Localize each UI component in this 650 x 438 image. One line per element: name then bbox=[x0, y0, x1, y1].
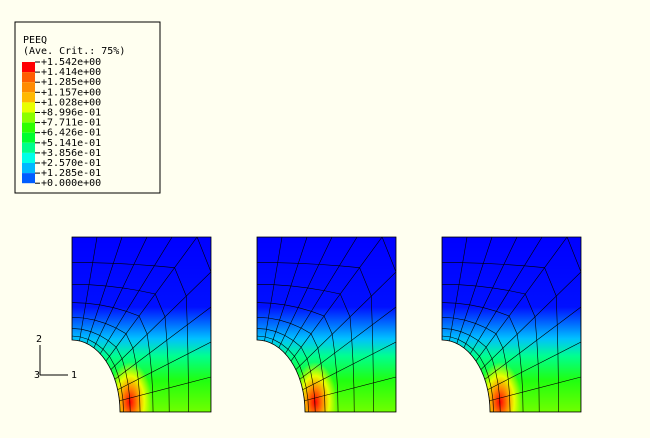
legend-band bbox=[22, 102, 35, 113]
legend-band bbox=[22, 132, 35, 143]
legend-label: +0.000e+00 bbox=[41, 178, 101, 189]
legend-label: +2.570e-01 bbox=[41, 158, 101, 169]
legend-band bbox=[22, 82, 35, 93]
model-view bbox=[442, 237, 581, 438]
legend-label: +6.426e-01 bbox=[41, 128, 101, 139]
legend-band bbox=[22, 92, 35, 103]
triad-label: 1 bbox=[71, 370, 77, 381]
legend-label: +1.414e+00 bbox=[41, 67, 101, 78]
legend-label: +1.157e+00 bbox=[41, 87, 101, 98]
legend-band bbox=[22, 142, 35, 153]
legend: +1.542e+00+1.414e+00+1.285e+00+1.157e+00… bbox=[22, 57, 101, 189]
legend-box bbox=[14, 21, 161, 194]
legend-band bbox=[22, 112, 35, 123]
legend-label: +1.542e+00 bbox=[41, 57, 101, 68]
legend-label: +7.711e-01 bbox=[41, 118, 101, 129]
legend-band bbox=[22, 163, 35, 174]
triad-label: 2 bbox=[36, 334, 42, 345]
legend-subtitle: (Ave. Crit.: 75%) bbox=[23, 46, 125, 57]
legend-label: +1.285e-01 bbox=[41, 168, 101, 179]
legend-label: +1.285e+00 bbox=[41, 77, 101, 88]
model-view bbox=[72, 237, 211, 438]
legend-band bbox=[22, 72, 35, 83]
legend-title: PEEQ bbox=[23, 35, 47, 46]
legend-label: +5.141e-01 bbox=[41, 138, 101, 149]
legend-label: +1.028e+00 bbox=[41, 97, 101, 108]
model-view bbox=[257, 237, 396, 438]
legend-band bbox=[22, 62, 35, 73]
legend-band bbox=[22, 173, 35, 184]
legend-label: +3.856e-01 bbox=[41, 148, 101, 159]
legend-band bbox=[22, 152, 35, 163]
legend-band bbox=[22, 122, 35, 133]
legend-label: +8.996e-01 bbox=[41, 108, 101, 119]
triad-label: 3 bbox=[34, 370, 40, 381]
